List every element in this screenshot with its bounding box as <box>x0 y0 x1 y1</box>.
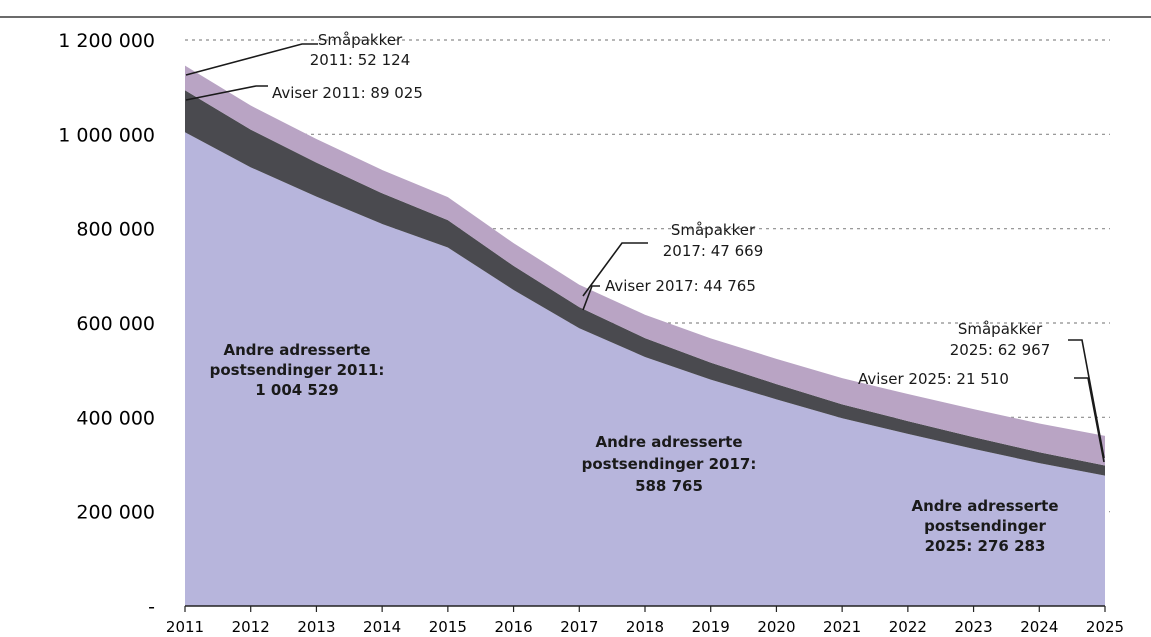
x-tick-label: 2017 <box>560 618 598 636</box>
annotation-aviser-2017: Aviser 2017: 44 765 <box>605 277 756 295</box>
annotation-line: postsendinger <box>924 517 1046 535</box>
axes <box>184 605 1106 612</box>
annotation-line: postsendinger 2011: <box>210 361 385 379</box>
y-tick-label: 600 000 <box>76 313 155 335</box>
annotation-leaders <box>185 43 1105 463</box>
annotation-line: postsendinger 2017: <box>582 455 757 473</box>
x-tick-label: 2019 <box>692 618 730 636</box>
annotation-line: 588 765 <box>635 477 703 495</box>
area-smapakker <box>185 65 1105 466</box>
annotation-line: Småpakker <box>318 31 403 49</box>
x-tick-label: 2015 <box>429 618 467 636</box>
y-tick-label: 800 000 <box>76 219 155 241</box>
x-tick-label: 2016 <box>494 618 532 636</box>
annotation-line: 2025: 276 283 <box>925 537 1046 555</box>
x-tick-label: 2018 <box>626 618 664 636</box>
y-tick-label: 200 000 <box>76 502 155 524</box>
y-tick-label: 1 200 000 <box>58 30 155 52</box>
annotation-line: Andre adresserte <box>223 341 370 359</box>
annotation-smapakker-2011: Småpakker 2011: 52 124 <box>310 31 410 69</box>
annotation-smapakker-2017: Småpakker 2017: 47 669 <box>663 221 763 260</box>
annotation-line: Småpakker <box>671 221 756 239</box>
annotation-line: Aviser 2025: 21 510 <box>858 370 1009 388</box>
y-tick-label: 1 000 000 <box>58 124 155 146</box>
area-andre-adresserte-postsendinger <box>185 132 1105 607</box>
y-tick-label: 400 000 <box>76 407 155 429</box>
x-tick-label: 2021 <box>823 618 861 636</box>
annotation-line: Aviser 2017: 44 765 <box>605 277 756 295</box>
x-tick-label: 2025 <box>1086 618 1124 636</box>
annotation-line: 1 004 529 <box>255 381 339 399</box>
annotation-leader <box>1068 339 1105 459</box>
annotation-andre-2011: Andre adresserte postsendinger 2011: 1 004… <box>210 341 385 399</box>
annotation-line: Andre adresserte <box>911 497 1058 515</box>
annotation-leader <box>185 85 268 101</box>
x-tick-label: 2013 <box>297 618 335 636</box>
annotation-line: 2011: 52 124 <box>310 51 410 69</box>
stacked-areas <box>185 65 1105 607</box>
y-tick-labels: - 200 000 400 000 600 000 800 000 1 000 000 1 … <box>58 30 155 618</box>
annotation-line: 2017: 47 669 <box>663 242 763 260</box>
x-tick-label: 2020 <box>757 618 795 636</box>
annotation-leader <box>185 43 318 76</box>
annotation-line: Aviser 2011: 89 025 <box>272 84 423 102</box>
annotation-line: Småpakker <box>958 320 1043 338</box>
annotation-leader <box>1074 377 1105 463</box>
x-tick-label: 2014 <box>363 618 401 636</box>
annotation-line: 2025: 62 967 <box>950 341 1050 359</box>
annotation-line: Andre adresserte <box>595 433 742 451</box>
annotation-leader <box>582 285 600 311</box>
x-tick-labels: 2011 2012 2013 2014 2015 2016 2017 2018 2019 2020… <box>166 618 1124 636</box>
annotation-aviser-2025: Aviser 2025: 21 510 <box>858 370 1009 388</box>
annotation-andre-2017: Andre adresserte postsendinger 2017: 588 7… <box>582 433 757 495</box>
x-tick-label: 2023 <box>954 618 992 636</box>
x-tick-label: 2011 <box>166 618 204 636</box>
annotation-smapakker-2025: Småpakker 2025: 62 967 <box>950 320 1050 359</box>
y-tick-label: - <box>148 596 155 618</box>
x-tick-label: 2012 <box>232 618 270 636</box>
x-tick-label: 2022 <box>889 618 927 636</box>
annotation-aviser-2011: Aviser 2011: 89 025 <box>272 84 423 102</box>
annotation-leader <box>582 242 648 297</box>
annotations: Småpakker 2011: 52 124 Aviser 2011: 89 025… <box>210 31 1059 555</box>
x-tick-label: 2024 <box>1020 618 1058 636</box>
annotation-andre-2025: Andre adresserte postsendinger 2025: 276 2… <box>911 497 1058 555</box>
